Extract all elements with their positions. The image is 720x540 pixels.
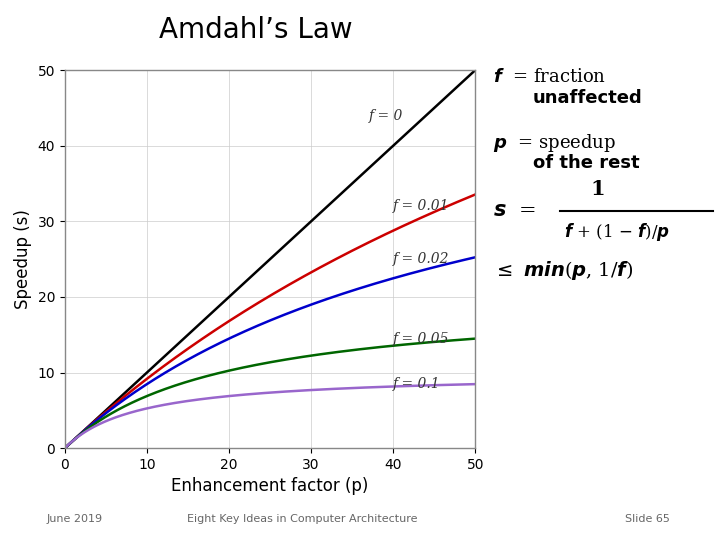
Text: Eight Key Ideas in Computer Architecture: Eight Key Ideas in Computer Architecture — [187, 514, 418, 524]
Text: $\bfit{f}$  = fraction: $\bfit{f}$ = fraction — [493, 68, 606, 85]
Text: f = 0.02: f = 0.02 — [393, 252, 449, 266]
X-axis label: Enhancement factor (p): Enhancement factor (p) — [171, 477, 369, 496]
Text: f = 0.1: f = 0.1 — [393, 377, 441, 391]
Text: unaffected: unaffected — [533, 89, 642, 107]
Text: $\leq$ $\bfit{min}$($\bfit{p}$, 1/$\bfit{f}$): $\leq$ $\bfit{min}$($\bfit{p}$, 1/$\bfit… — [493, 259, 634, 282]
Text: f = 0.01: f = 0.01 — [393, 199, 449, 213]
Text: f = 0.05: f = 0.05 — [393, 332, 449, 346]
Text: Slide 65: Slide 65 — [625, 514, 670, 524]
Text: Amdahl’s Law: Amdahl’s Law — [159, 16, 352, 44]
Text: of the rest: of the rest — [533, 154, 639, 172]
Text: 1: 1 — [590, 179, 605, 199]
Text: f = 0: f = 0 — [369, 109, 403, 123]
Text: $\bfit{s}$  =: $\bfit{s}$ = — [493, 201, 536, 220]
Text: $\bfit{f}$ + (1 $-$ $\bfit{f}$)/$\bfit{p}$: $\bfit{f}$ + (1 $-$ $\bfit{f}$)/$\bfit{p… — [564, 221, 670, 244]
Text: $\bfit{p}$  = speedup: $\bfit{p}$ = speedup — [493, 132, 616, 154]
Text: June 2019: June 2019 — [47, 514, 103, 524]
Y-axis label: Speedup (s): Speedup (s) — [14, 210, 32, 309]
